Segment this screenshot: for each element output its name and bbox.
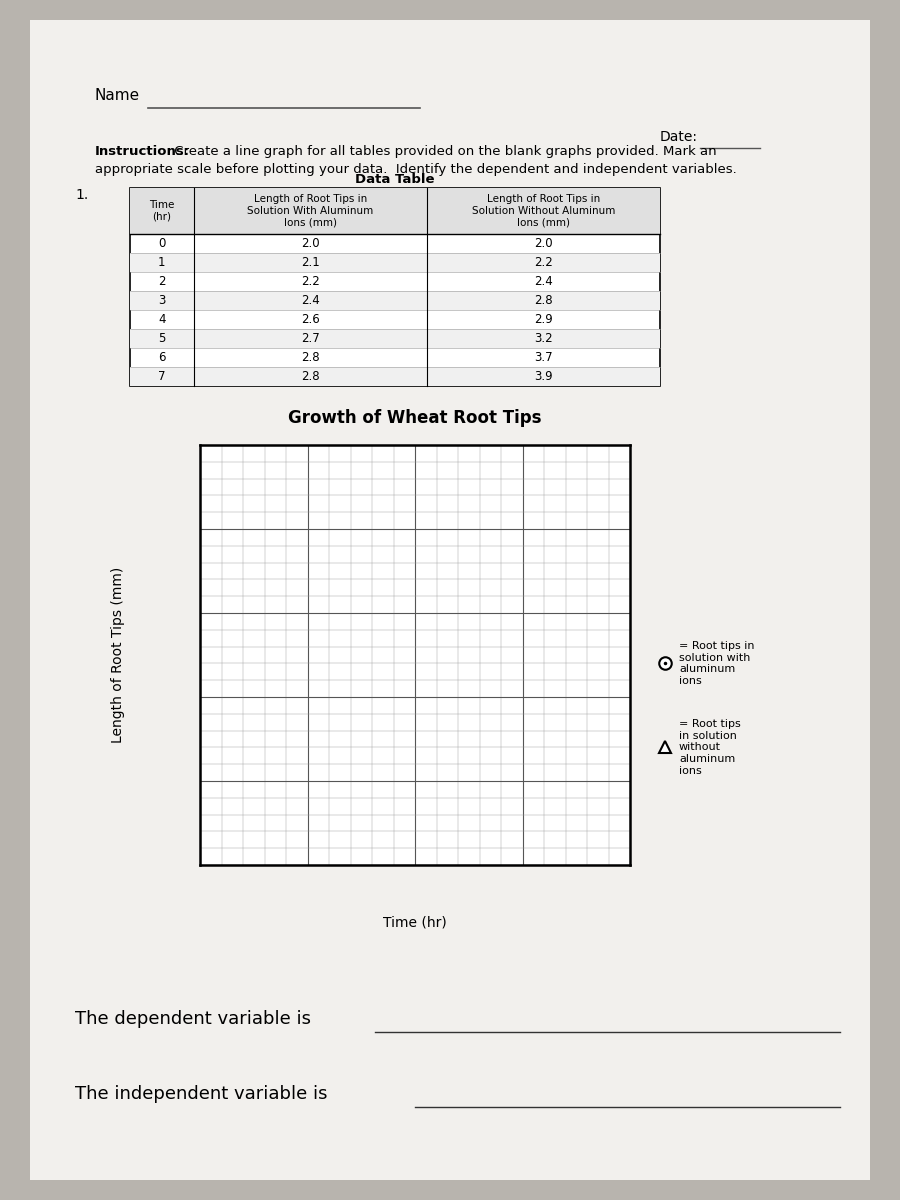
Text: Name: Name [95,88,140,103]
Text: Create a line graph for all tables provided on the blank graphs provided. Mark a: Create a line graph for all tables provi… [170,145,716,158]
Text: 2.8: 2.8 [534,294,553,307]
Text: 2.8: 2.8 [301,350,320,364]
Text: 2.0: 2.0 [301,236,320,250]
Text: = Root tips
in solution
without
aluminum
ions: = Root tips in solution without aluminum… [679,719,741,775]
Text: 1.: 1. [75,188,88,202]
Text: Instructions:: Instructions: [95,145,190,158]
Text: Length of Root Tips in
Solution Without Aluminum
Ions (mm): Length of Root Tips in Solution Without … [472,194,615,228]
Text: 1: 1 [158,256,166,269]
Bar [194,188,427,234]
Text: Growth of Wheat Root Tips: Growth of Wheat Root Tips [288,409,542,427]
Text: 2.1: 2.1 [301,256,320,269]
Text: 3: 3 [158,294,166,307]
Text: 2.9: 2.9 [534,313,553,326]
Text: 4: 4 [158,313,166,326]
Text: 2.4: 2.4 [534,275,553,288]
Text: 3.2: 3.2 [534,332,553,346]
Text: The independent variable is: The independent variable is [75,1085,328,1103]
Bar [130,188,194,234]
Text: Length of Root Tips in
Solution With Aluminum
Ions (mm): Length of Root Tips in Solution With Alu… [248,194,374,228]
Text: Date:: Date: [660,130,698,144]
Text: 2.6: 2.6 [301,313,320,326]
Text: = Root tips in
solution with
aluminum
ions: = Root tips in solution with aluminum io… [679,641,754,685]
Text: 5: 5 [158,332,166,346]
Text: 3.9: 3.9 [534,370,553,383]
Text: Data Table: Data Table [356,173,435,186]
Text: 2.8: 2.8 [301,370,320,383]
Text: 2: 2 [158,275,166,288]
Bar [130,253,660,272]
Bar [130,367,660,386]
Text: The dependent variable is: The dependent variable is [75,1010,311,1028]
Text: 2.2: 2.2 [534,256,553,269]
Text: Time (hr): Time (hr) [383,914,447,929]
Text: appropriate scale before plotting your data.  Identify the dependent and indepen: appropriate scale before plotting your d… [95,163,737,176]
Text: 2.4: 2.4 [301,294,320,307]
Text: 2.2: 2.2 [301,275,320,288]
Bar [427,188,660,234]
Text: Length of Root Tips (mm): Length of Root Tips (mm) [111,566,125,743]
Text: Time
(hr): Time (hr) [149,200,175,222]
Bar [130,188,660,386]
Bar [130,290,660,310]
Bar [130,329,660,348]
Text: 2.7: 2.7 [301,332,320,346]
Text: 3.7: 3.7 [534,350,553,364]
Text: 6: 6 [158,350,166,364]
Text: 0: 0 [158,236,166,250]
Text: 7: 7 [158,370,166,383]
Text: 2.0: 2.0 [534,236,553,250]
